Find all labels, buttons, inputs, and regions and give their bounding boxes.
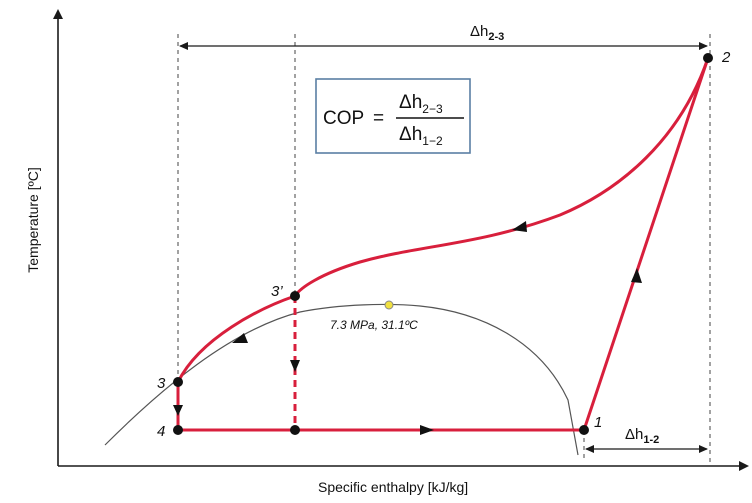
state-point-3 [173,377,183,387]
direction-arrow-gas-cooling [512,221,527,232]
y-axis-label: Temperature [ºC] [25,167,41,273]
state-point-1 [579,425,589,435]
critical-point-marker [384,300,394,310]
direction-arrow-alt-expansion [290,360,300,372]
state-point-4 [173,425,183,435]
state-label-3prime: 3’ [271,283,283,300]
direction-arrow-expansion [173,405,183,416]
x-axis-label: Specific enthalpy [kJ/kg] [318,479,468,495]
formula-lhs: COP [323,108,364,129]
state-label-1: 1 [594,414,602,431]
state-label-4: 4 [157,423,165,440]
gas-cooling-curve [176,56,710,384]
direction-arrow-evaporation [420,425,434,435]
critical-point-label: 7.3 MPa, 31.1ºC [330,318,418,332]
formula-denominator: Δh1−2 [399,124,443,148]
state-point-2 [703,53,713,63]
formula-equals: = [373,108,384,129]
direction-arrow-cooling-lower [232,333,248,343]
direction-arrow-compression [631,268,642,283]
dh23-label: Δh2-3 [470,23,504,43]
state-point-4prime [290,425,300,435]
state-label-2: 2 [721,49,731,66]
dh12-label: Δh1-2 [625,426,659,446]
cop-formula-box: COP = Δh2−3 Δh1−2 [315,78,471,154]
saturation-dome [104,303,579,456]
formula-numerator: Δh2−3 [399,92,443,116]
state-point-3prime [290,291,300,301]
compression-line [582,56,710,432]
state-label-3: 3 [157,375,166,392]
